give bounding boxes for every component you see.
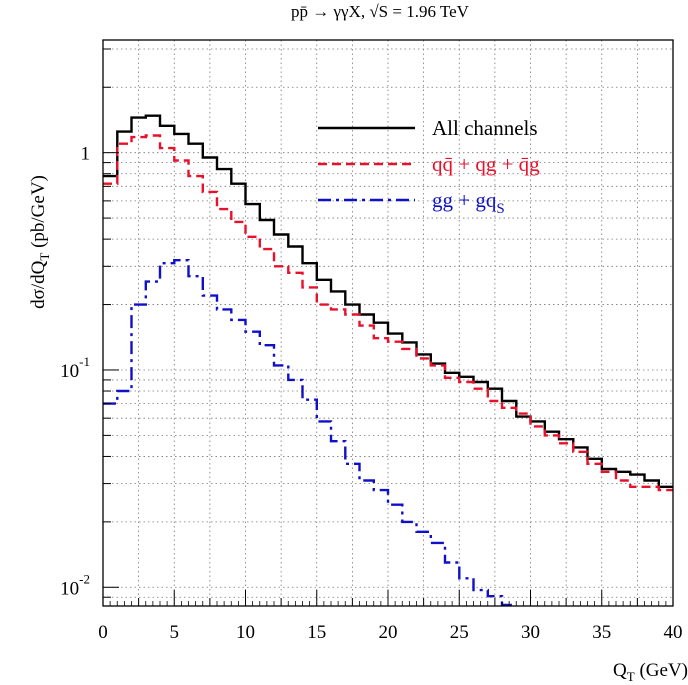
x-tick-label: 35 — [592, 622, 611, 643]
legend: All channels qq̄ + qg + q̄g gg + gqS — [318, 116, 540, 217]
grid — [103, 40, 673, 606]
series-group — [103, 114, 673, 606]
y-axis-label: dσ/dQT (pb/GeV) — [28, 175, 52, 309]
x-tick-label: 15 — [307, 622, 326, 643]
x-tick-label: 30 — [521, 622, 540, 643]
series-line-2 — [103, 259, 518, 606]
x-tick-label: 40 — [664, 622, 683, 643]
x-tick-label: 10 — [236, 622, 255, 643]
legend-label-1: qq̄ + qg + q̄g — [432, 152, 540, 176]
series-line-1 — [103, 134, 673, 492]
x-tick-label: 0 — [98, 622, 108, 643]
x-tick-label: 5 — [170, 622, 180, 643]
y-tick-label: 10-2 — [60, 571, 90, 599]
y-tick-label: 1 — [81, 144, 91, 165]
legend-label-0: All channels — [432, 116, 538, 140]
legend-label-2: gg + gqS — [432, 188, 505, 217]
y-tick-label: 10-1 — [60, 354, 90, 382]
x-tick-label: 20 — [379, 622, 398, 643]
tick-labels: 0 5 10 15 20 25 30 35 40 1 10-1 10-2 — [60, 144, 682, 643]
x-axis-label: QT (GeV) — [613, 660, 688, 684]
axis-ticks — [102, 48, 674, 606]
x-tick-label: 25 — [450, 622, 469, 643]
chart-title: pp̄ → γγX, √S = 1.96 TeV — [291, 2, 470, 21]
